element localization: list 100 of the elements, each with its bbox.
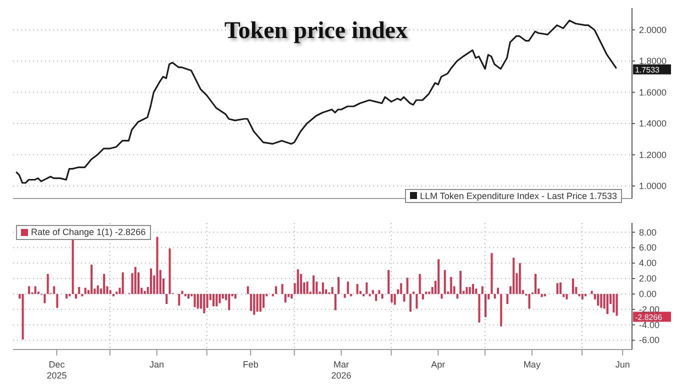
bar xyxy=(468,287,471,294)
y-tick-label: -6.00 xyxy=(639,335,660,346)
bar xyxy=(616,294,618,316)
bar xyxy=(306,282,308,294)
y-tick-label: 1.4000 xyxy=(639,118,667,129)
chart-title: Token price index xyxy=(223,18,409,45)
bar xyxy=(331,287,334,294)
bar xyxy=(394,294,396,305)
bar xyxy=(178,294,180,306)
bar xyxy=(422,294,424,300)
bar xyxy=(562,294,565,298)
bar xyxy=(472,284,474,294)
x-tick-label: Jan xyxy=(150,360,164,370)
bar xyxy=(450,276,452,294)
bar xyxy=(578,294,580,296)
bar xyxy=(250,294,252,311)
bar xyxy=(400,283,402,294)
bar xyxy=(196,294,199,309)
bar xyxy=(418,274,421,294)
y-tick-label: -2.00 xyxy=(639,304,660,314)
bar xyxy=(66,294,68,299)
bar xyxy=(150,268,152,294)
bar xyxy=(218,294,221,304)
bar xyxy=(96,285,99,294)
bar xyxy=(134,266,136,294)
bar xyxy=(581,294,584,300)
bar xyxy=(168,248,171,294)
bar xyxy=(544,294,546,296)
bar xyxy=(181,290,184,294)
y-tick-label: 1.2000 xyxy=(639,150,667,160)
bar xyxy=(44,294,46,304)
bar xyxy=(378,290,380,294)
bar xyxy=(281,284,284,294)
bar xyxy=(109,290,112,294)
bar xyxy=(540,294,543,298)
bar xyxy=(68,294,71,296)
bar xyxy=(409,294,412,312)
bar xyxy=(500,294,502,326)
bar xyxy=(381,294,384,299)
bar xyxy=(262,294,265,308)
bar xyxy=(194,294,196,308)
bar xyxy=(466,287,468,294)
x-tick-label: Feb xyxy=(242,360,258,370)
bar xyxy=(46,274,49,294)
bar xyxy=(528,294,530,309)
bar xyxy=(368,294,371,296)
bar xyxy=(584,294,587,296)
bar xyxy=(28,286,30,294)
bar xyxy=(81,294,84,296)
bar xyxy=(406,278,408,294)
bar xyxy=(597,294,600,306)
bar xyxy=(166,294,168,304)
bar xyxy=(600,294,602,308)
bar xyxy=(56,294,58,308)
bar xyxy=(103,274,106,294)
bar xyxy=(144,290,146,294)
bar xyxy=(444,270,446,294)
bar xyxy=(188,294,190,299)
bar xyxy=(612,294,615,312)
annotation: 1.7533 xyxy=(635,65,660,74)
bar xyxy=(497,288,500,294)
bar xyxy=(246,286,249,294)
bar xyxy=(253,294,256,315)
y-tick-label: 0.00 xyxy=(639,288,657,299)
bar xyxy=(440,294,443,299)
x-tick-label: Dec 2025 xyxy=(46,360,67,380)
bar xyxy=(606,294,608,314)
y-tick-label: 4.00 xyxy=(639,258,657,268)
bar xyxy=(290,294,293,299)
bar xyxy=(272,294,274,296)
x-tick-label: Jun xyxy=(615,360,630,370)
bar xyxy=(481,286,484,294)
bar xyxy=(34,286,36,294)
y-tick-label: -4.00 xyxy=(639,320,660,330)
bar xyxy=(259,294,262,312)
bar xyxy=(200,294,202,309)
bar xyxy=(416,294,418,309)
bar xyxy=(112,294,114,296)
bar xyxy=(456,294,458,299)
bar xyxy=(78,287,80,294)
y-tick-label: 1.6000 xyxy=(639,87,667,98)
bar xyxy=(90,264,93,294)
bar xyxy=(203,294,206,314)
x-tick-label: Mar 2026 xyxy=(331,360,352,380)
bar xyxy=(322,282,324,294)
bar xyxy=(459,270,462,294)
bar xyxy=(356,284,358,294)
line-series xyxy=(15,20,618,184)
bar xyxy=(560,282,562,294)
bar xyxy=(334,294,336,310)
bar xyxy=(296,269,299,294)
x-tick-label: Apr xyxy=(431,360,446,370)
bar xyxy=(403,294,406,302)
bar xyxy=(228,294,230,310)
bar xyxy=(518,263,521,294)
bar xyxy=(484,294,487,318)
bar xyxy=(184,294,186,296)
x-tick-label: May xyxy=(523,360,541,370)
y-tick-label: 2.00 xyxy=(639,274,657,284)
bar xyxy=(388,270,390,294)
